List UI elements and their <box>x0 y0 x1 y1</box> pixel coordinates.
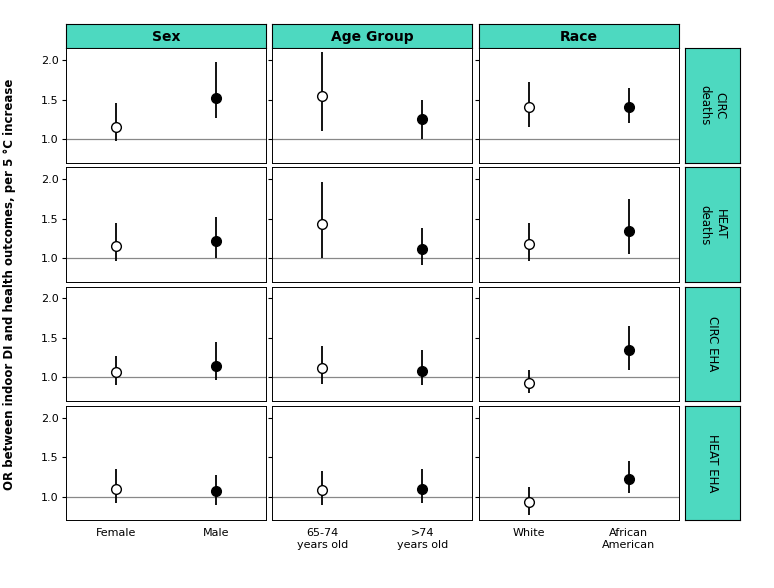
Text: HEAT EHA: HEAT EHA <box>706 434 719 492</box>
Text: Sex: Sex <box>152 30 180 44</box>
Text: CIRC
deaths: CIRC deaths <box>698 85 727 126</box>
Text: CIRC EHA: CIRC EHA <box>706 316 719 372</box>
Text: HEAT
deaths: HEAT deaths <box>698 205 727 245</box>
Text: Race: Race <box>560 30 598 44</box>
Text: Age Group: Age Group <box>331 30 413 44</box>
Text: OR between indoor DI and health outcomes, per 5 °C increase: OR between indoor DI and health outcomes… <box>3 79 15 490</box>
